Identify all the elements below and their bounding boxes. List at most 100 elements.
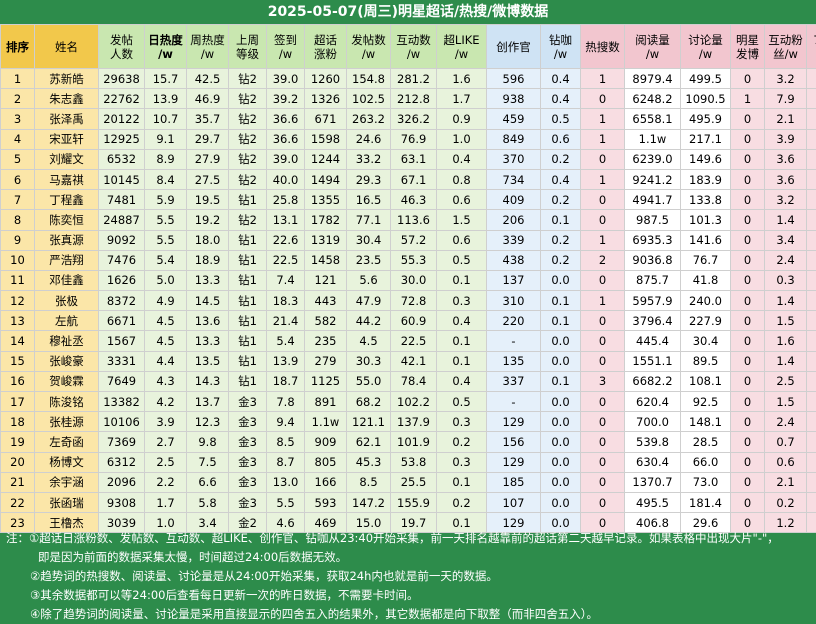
cell-interact-fans: 2.4 bbox=[764, 411, 807, 433]
cell-discussions: 149.6 bbox=[680, 148, 731, 170]
table-row: 5 刘耀文 6532 8.9 27.9 钻2 39.0 1244 33.2 63.1 0.4 370 0… bbox=[0, 148, 816, 170]
cell-discussions: 29.6 bbox=[680, 512, 731, 534]
header-checkin: 签到/w bbox=[266, 24, 305, 69]
cell-posts: 16.5 bbox=[346, 189, 391, 211]
header-fans-7d: 7日涨粉/w bbox=[806, 24, 816, 69]
cell-discussions: 28.5 bbox=[680, 431, 731, 453]
table-row: 11 邓佳鑫 1626 5.0 13.3 钻1 7.4 121 5.6 30.0 0.1 137 0.0… bbox=[0, 269, 816, 292]
cell-interact-fans: 2.4 bbox=[764, 249, 807, 271]
cell-rank: 7 bbox=[0, 189, 35, 211]
cell-last-week-level: 钻2 bbox=[228, 209, 267, 231]
cell-rank: 5 bbox=[0, 148, 35, 170]
footnote-4: ④除了趋势词的阅读量、讨论量是采用直接显示的四舍五入的结果外，其它数据都是向下取… bbox=[30, 607, 599, 621]
cell-checkin: 25.8 bbox=[266, 189, 305, 211]
cell-fans-gain: 582 bbox=[304, 310, 347, 332]
cell-discussions: 76.7 bbox=[680, 249, 731, 271]
cell-checkin: 13.0 bbox=[266, 471, 305, 493]
cell-posters: 6532 bbox=[98, 148, 145, 170]
cell-hot-search: 0 bbox=[580, 390, 625, 413]
cell-hot-search: 0 bbox=[580, 350, 625, 372]
cell-daily-heat: 4.5 bbox=[144, 310, 187, 332]
cell-fans-gain: 1355 bbox=[304, 189, 347, 211]
cell-interactions: 155.9 bbox=[390, 491, 437, 514]
cell-hot-search: 1 bbox=[580, 229, 625, 251]
cell-checkin: 22.6 bbox=[266, 229, 305, 251]
cell-hot-search: 0 bbox=[580, 269, 625, 292]
cell-fans-gain: 1326 bbox=[304, 88, 347, 110]
table-row: 9 张真源 9092 5.5 18.0 钻1 22.6 1319 30.4 57.2 0.6 339 0… bbox=[0, 229, 816, 251]
table-row: 10 严浩翔 7476 5.4 18.9 钻1 22.5 1458 23.5 55.3 0.5 438… bbox=[0, 249, 816, 271]
header-diamond-coffee: 钻咖/w bbox=[540, 24, 581, 69]
cell-rank: 17 bbox=[0, 390, 35, 413]
cell-interact-fans: 7.9 bbox=[764, 88, 807, 110]
cell-diamond-coffee: 0.1 bbox=[540, 370, 581, 393]
cell-weekly-heat: 27.5 bbox=[186, 168, 229, 191]
cell-weekly-heat: 42.5 bbox=[186, 67, 229, 90]
cell-super-like: 0.9 bbox=[436, 108, 487, 130]
cell-daily-heat: 4.2 bbox=[144, 390, 187, 413]
table-row: 17 陈浚铭 13382 4.2 13.7 金3 7.8 891 68.2 102.2 0.5-0.… bbox=[0, 390, 816, 413]
cell-weibo-posts: 0 bbox=[730, 229, 765, 251]
cell-fans-gain: 891 bbox=[304, 390, 347, 413]
cell-fans-7d: 0.6 bbox=[806, 269, 816, 292]
cell-diamond-coffee: 0.0 bbox=[540, 491, 581, 514]
cell-rank: 3 bbox=[0, 108, 35, 130]
cell-daily-heat: 4.3 bbox=[144, 370, 187, 393]
cell-posters: 29638 bbox=[98, 67, 145, 90]
cell-hot-search: 0 bbox=[580, 512, 625, 534]
cell-posts: 24.6 bbox=[346, 128, 391, 150]
cell-creators: 459 bbox=[486, 108, 541, 130]
cell-creators: - bbox=[486, 330, 541, 352]
cell-super-like: 1.5 bbox=[436, 209, 487, 231]
cell-diamond-coffee: 0.0 bbox=[540, 350, 581, 372]
cell-creators: 310 bbox=[486, 290, 541, 312]
cell-diamond-coffee: 0.4 bbox=[540, 168, 581, 191]
cell-discussions: 499.5 bbox=[680, 67, 731, 90]
cell-diamond-coffee: 0.1 bbox=[540, 310, 581, 332]
cell-diamond-coffee: 0.2 bbox=[540, 189, 581, 211]
cell-hot-search: 1 bbox=[580, 67, 625, 90]
cell-fans-gain: 469 bbox=[304, 512, 347, 534]
footnote-2: ②趋势词的热搜数、阅读量、讨论量是从24:00开始采集，获取24h内也就是前一天… bbox=[30, 569, 498, 583]
cell-name: 刘耀文 bbox=[34, 148, 99, 170]
cell-interactions: 212.8 bbox=[390, 88, 437, 110]
cell-posts: 147.2 bbox=[346, 491, 391, 514]
cell-super-like: 0.4 bbox=[436, 148, 487, 170]
cell-diamond-coffee: 0.0 bbox=[540, 451, 581, 473]
cell-reads: 8979.4 bbox=[624, 67, 681, 90]
cell-posters: 8372 bbox=[98, 290, 145, 312]
cell-name: 朱志鑫 bbox=[34, 88, 99, 110]
table-row: 8 陈奕恒 24887 5.5 19.2 钻2 13.1 1782 77.1 113.6 1.5 20… bbox=[0, 209, 816, 231]
cell-discussions: 101.3 bbox=[680, 209, 731, 231]
cell-daily-heat: 1.7 bbox=[144, 491, 187, 514]
cell-name: 杨博文 bbox=[34, 451, 99, 473]
cell-interactions: 57.2 bbox=[390, 229, 437, 251]
cell-super-like: 0.1 bbox=[436, 512, 487, 534]
cell-last-week-level: 金3 bbox=[228, 471, 267, 493]
cell-rank: 18 bbox=[0, 411, 35, 433]
cell-reads: 445.4 bbox=[624, 330, 681, 352]
cell-rank: 8 bbox=[0, 209, 35, 231]
cell-posts: 30.4 bbox=[346, 229, 391, 251]
cell-reads: 630.4 bbox=[624, 451, 681, 473]
cell-weibo-posts: 0 bbox=[730, 249, 765, 271]
cell-weekly-heat: 13.7 bbox=[186, 390, 229, 413]
cell-interactions: 72.8 bbox=[390, 290, 437, 312]
cell-last-week-level: 金2 bbox=[228, 512, 267, 534]
cell-super-like: 0.6 bbox=[436, 229, 487, 251]
cell-checkin: 39.2 bbox=[266, 88, 305, 110]
cell-super-like: 0.3 bbox=[436, 451, 487, 473]
cell-interactions: 102.2 bbox=[390, 390, 437, 413]
cell-diamond-coffee: 0.1 bbox=[540, 209, 581, 231]
cell-diamond-coffee: 0.0 bbox=[540, 330, 581, 352]
cell-diamond-coffee: 0.2 bbox=[540, 148, 581, 170]
cell-weibo-posts: 0 bbox=[730, 512, 765, 534]
header-rank: 排序 bbox=[0, 24, 35, 69]
cell-posts: 154.8 bbox=[346, 67, 391, 90]
cell-reads: 6558.1 bbox=[624, 108, 681, 130]
cell-creators: 156 bbox=[486, 431, 541, 453]
cell-posts: 45.3 bbox=[346, 451, 391, 473]
cell-weekly-heat: 13.6 bbox=[186, 310, 229, 332]
cell-hot-search: 0 bbox=[580, 189, 625, 211]
cell-name: 张真源 bbox=[34, 229, 99, 251]
